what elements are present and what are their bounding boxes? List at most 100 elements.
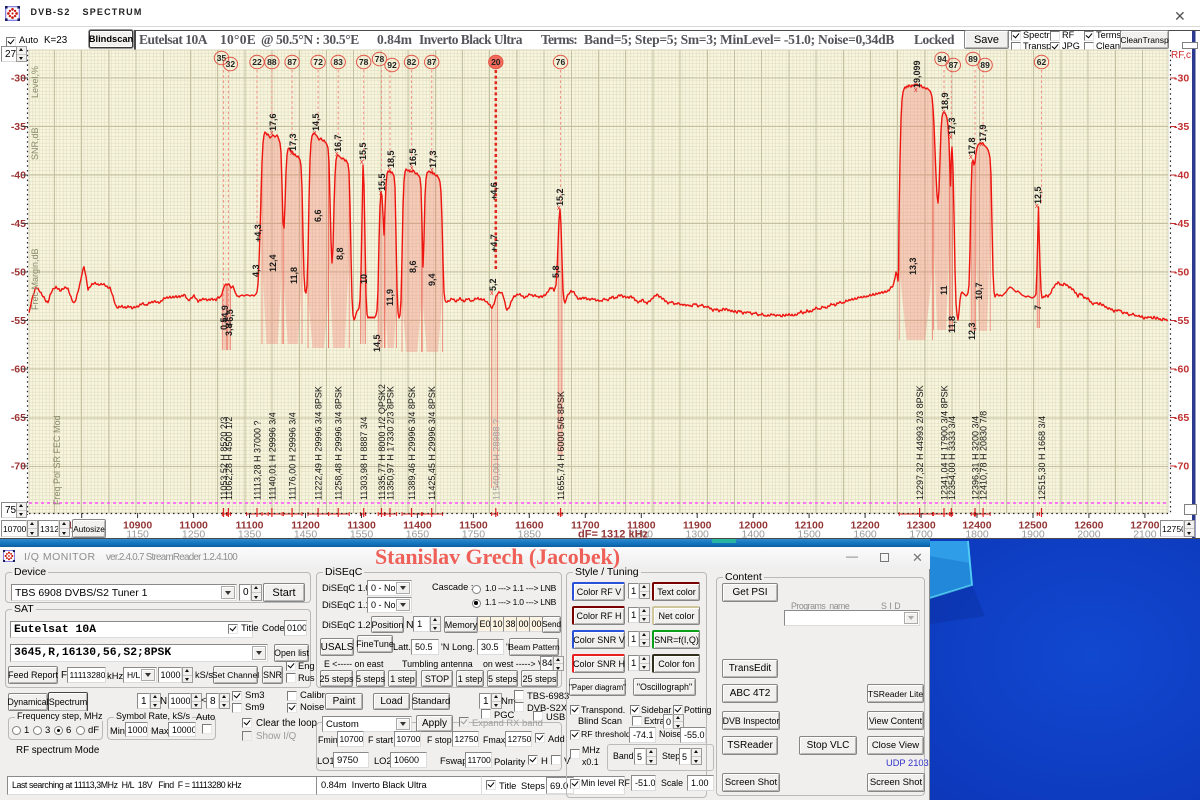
svg-text:-40: -40 [11, 170, 26, 182]
svg-text:x: x [388, 167, 392, 174]
svg-text:11500: 11500 [459, 520, 488, 532]
svg-text:87: 87 [287, 57, 297, 67]
svg-text:-35: -35 [11, 121, 26, 133]
svg-text:-65: -65 [1174, 412, 1189, 424]
svg-text:x: x [379, 190, 383, 197]
svg-text:1550: 1550 [350, 529, 374, 541]
svg-text:1500: 1500 [797, 529, 821, 541]
svg-text:-65: -65 [11, 412, 26, 424]
svg-text:-45: -45 [11, 218, 26, 230]
svg-text:78: 78 [375, 54, 385, 64]
svg-text:11425,45 H 29996 3/4 8PSK: 11425,45 H 29996 3/4 8PSK [427, 386, 437, 500]
svg-text:x: x [430, 167, 434, 174]
svg-text:-70: -70 [1174, 461, 1189, 473]
svg-text:10900: 10900 [123, 520, 152, 532]
svg-text:4,3: 4,3 [251, 264, 261, 277]
svg-text:x: x [290, 150, 294, 157]
svg-text:11176,00 H 29996 3/4: 11176,00 H 29996 3/4 [288, 412, 298, 500]
svg-text:+6,5: +6,5 [225, 309, 235, 327]
svg-text:11335,77 H 8000 1/2 QPSK2: 11335,77 H 8000 1/2 QPSK2 [377, 384, 387, 500]
svg-text:11600: 11600 [515, 520, 544, 532]
svg-text:10: 10 [359, 274, 369, 284]
svg-text:11700: 11700 [571, 520, 600, 532]
svg-text:14,5: 14,5 [372, 334, 382, 352]
svg-text:Freq Pol SR FEC Mod: Freq Pol SR FEC Mod [52, 415, 62, 505]
svg-text:6,6: 6,6 [313, 209, 323, 222]
svg-text:87: 87 [427, 57, 437, 67]
svg-text:x: x [313, 130, 317, 137]
svg-text:76: 76 [556, 57, 566, 67]
svg-text:+4,3: +4,3 [253, 224, 263, 242]
svg-text:11062,28 H 4500 1/2: 11062,28 H 4500 1/2 [224, 417, 234, 500]
svg-text:-50: -50 [1174, 267, 1189, 279]
svg-text:1900: 1900 [1021, 529, 1045, 541]
svg-text:15,2: 15,2 [555, 188, 565, 206]
svg-text:12300: 12300 [906, 520, 935, 532]
svg-text:11: 11 [939, 285, 949, 295]
svg-text:11,9: 11,9 [385, 289, 395, 306]
svg-text:8,6: 8,6 [408, 260, 418, 273]
svg-text:89: 89 [980, 60, 990, 70]
svg-text:0,5: 0,5 [219, 317, 229, 330]
svg-text:11140,01 H 29996 3/4: 11140,01 H 29996 3/4 [267, 412, 277, 500]
svg-text:12,4: 12,4 [268, 254, 278, 272]
svg-text:11303,98 H 8887 3/4: 11303,98 H 8887 3/4 [359, 417, 369, 500]
svg-text:-60: -60 [11, 364, 26, 376]
svg-text:16,7: 16,7 [333, 134, 343, 152]
svg-text:12,5: 12,5 [1033, 186, 1043, 204]
svg-text:-55: -55 [11, 315, 26, 327]
svg-text:11222,49 H 29996 3/4 8PSK: 11222,49 H 29996 3/4 8PSK [314, 386, 324, 500]
svg-text:78: 78 [359, 57, 369, 67]
svg-text:-55: -55 [1174, 315, 1189, 327]
svg-text:19,099: 19,099 [912, 60, 922, 88]
svg-text:35: 35 [217, 53, 227, 63]
svg-text:12297,32 H 44993 2/3 8PSK: 12297,32 H 44993 2/3 8PSK [915, 385, 925, 500]
svg-text:11655,74 H 6000 5/6 8PSK: 11655,74 H 6000 5/6 8PSK [556, 391, 566, 500]
svg-text:7: 7 [1033, 305, 1043, 310]
svg-text:11900: 11900 [683, 520, 712, 532]
svg-text:-60: -60 [1174, 364, 1189, 376]
svg-text:72: 72 [313, 57, 323, 67]
svg-text:x: x [949, 134, 953, 141]
svg-text:11113,28 H 37000 ?: 11113,28 H 37000 ? [253, 420, 263, 500]
svg-text:83: 83 [333, 57, 343, 67]
svg-text:+4,7: +4,7 [489, 234, 499, 252]
svg-text:RF,c: RF,c [1171, 50, 1191, 61]
svg-text:1250: 1250 [182, 529, 206, 541]
svg-text:11200: 11200 [291, 520, 320, 532]
svg-text:1350: 1350 [238, 529, 262, 541]
svg-text:1300: 1300 [686, 529, 710, 541]
svg-text:20: 20 [491, 57, 501, 67]
svg-text:82: 82 [407, 57, 417, 67]
svg-text:12396,31 H 3200 3/4: 12396,31 H 3200 3/4 [971, 416, 981, 500]
svg-text:17,9: 17,9 [978, 124, 988, 142]
svg-text:12515,30 H 1668 3/4: 12515,30 H 1668 3/4 [1037, 416, 1047, 500]
svg-text:x: x [360, 159, 364, 166]
svg-text:16,5: 16,5 [408, 148, 418, 166]
svg-text:11800: 11800 [627, 520, 656, 532]
svg-text:11400: 11400 [403, 520, 432, 532]
svg-text:x: x [270, 130, 274, 137]
svg-text:62: 62 [1037, 57, 1047, 67]
svg-text:-70: -70 [11, 461, 26, 473]
svg-text:3,8: 3,8 [224, 323, 234, 336]
svg-text:-35: -35 [1174, 121, 1189, 133]
svg-text:1650: 1650 [406, 529, 430, 541]
svg-text:12400: 12400 [962, 520, 991, 532]
svg-text:92: 92 [387, 60, 397, 70]
svg-text:87: 87 [949, 60, 959, 70]
svg-text:11000: 11000 [179, 520, 208, 532]
svg-text:-50: -50 [11, 267, 26, 279]
svg-text:17,3: 17,3 [288, 133, 298, 151]
svg-text:10,7: 10,7 [974, 282, 984, 300]
svg-text:11100: 11100 [235, 520, 263, 532]
svg-text:12100: 12100 [794, 520, 823, 532]
svg-text:12410,78 H 20830 7/8: 12410,78 H 20830 7/8 [979, 411, 989, 500]
svg-text:-30: -30 [11, 73, 26, 85]
svg-text:11300: 11300 [347, 520, 376, 532]
svg-text:12600: 12600 [1074, 520, 1103, 532]
svg-text:+4,6: +4,6 [489, 182, 499, 200]
svg-text:17,3: 17,3 [428, 150, 438, 168]
svg-text:32: 32 [226, 59, 236, 69]
svg-text:18,9: 18,9 [940, 92, 950, 110]
